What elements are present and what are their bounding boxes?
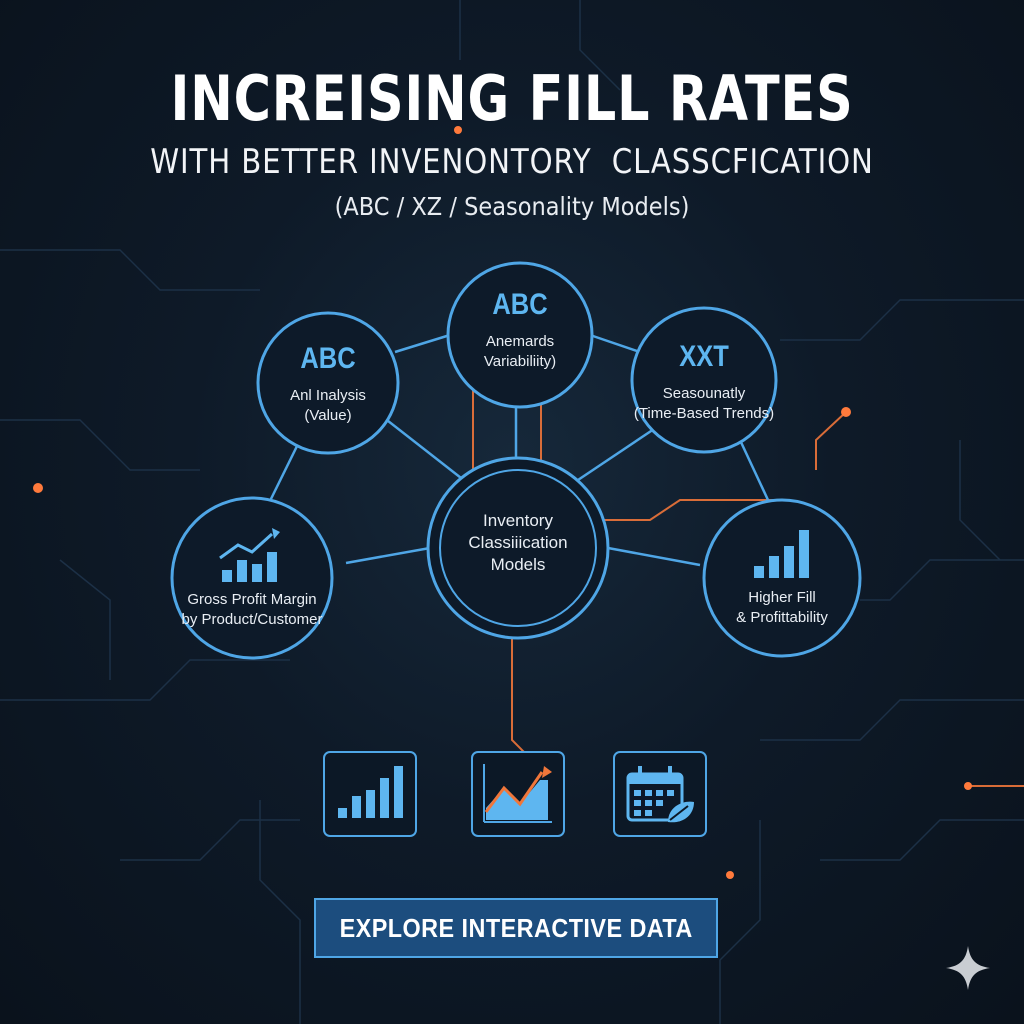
sparkle-icon bbox=[946, 946, 990, 990]
node-abc-top-line2: Variabiliity) bbox=[483, 353, 557, 370]
node-xxt-right-line1: Seasounatly bbox=[662, 385, 746, 402]
node-center-line1: Inventory bbox=[483, 511, 553, 530]
explore-button-label: EXPLORE INTERACTIVE DATA bbox=[339, 913, 693, 943]
calendar-leaf-icon bbox=[613, 751, 707, 837]
node-higher-fill-line2: & Profittability bbox=[736, 609, 828, 626]
node-xxt-right[interactable] bbox=[630, 306, 778, 454]
node-higher-fill-line1: Higher Fill bbox=[748, 589, 816, 606]
node-gross-profit-line2: by Product/Customer bbox=[181, 611, 323, 628]
node-center-line3: Models bbox=[490, 555, 546, 574]
node-center-inner-ring bbox=[439, 469, 597, 627]
bar-chart-icon bbox=[323, 751, 417, 837]
node-abc-left[interactable] bbox=[256, 311, 400, 455]
bar-chart-icon bbox=[754, 530, 809, 578]
page-subnote: (ABC / XZ / Seasonality Models) bbox=[334, 192, 690, 221]
node-abc-left-line2: (Value) bbox=[304, 407, 352, 424]
node-abc-top-text: ABC Anemards Variabiliity) bbox=[450, 288, 590, 372]
node-gross-profit-text: Gross Profit Margin by Product/Customer bbox=[176, 590, 328, 630]
node-center-line2: Classiiication bbox=[468, 533, 568, 552]
explore-interactive-data-button[interactable]: EXPLORE INTERACTIVE DATA bbox=[314, 898, 718, 958]
node-abc-left-line1: Anl Inalysis bbox=[290, 387, 366, 404]
node-higher-fill[interactable] bbox=[702, 498, 862, 658]
node-center-text: Inventory Classiiication Models bbox=[448, 510, 588, 576]
node-abc-left-text: ABC Anl Inalysis (Value) bbox=[258, 342, 398, 426]
page-subtitle: WITH BETTER INVENONTORY CLASSCFICATION bbox=[150, 142, 874, 182]
node-abc-top-line1: Anemards bbox=[485, 333, 555, 350]
node-xxt-right-line2: (Time-Based Trends) bbox=[633, 405, 775, 422]
node-xxt-right-text: XXT Seasounatly (Time-Based Trends) bbox=[630, 340, 778, 424]
node-abc-top-head: ABC bbox=[492, 288, 548, 321]
bar-chart-trend-icon bbox=[219, 528, 280, 582]
node-center-outer[interactable] bbox=[426, 456, 610, 640]
node-higher-fill-text: Higher Fill & Profittability bbox=[714, 588, 850, 628]
node-abc-left-head: ABC bbox=[300, 342, 356, 375]
node-connectors bbox=[266, 333, 770, 567]
line-chart-icon bbox=[471, 751, 565, 837]
node-xxt-right-head: XXT bbox=[679, 340, 729, 373]
node-gross-profit-line1: Gross Profit Margin bbox=[187, 591, 317, 608]
page-title: INCREISING FILL RATES bbox=[170, 62, 854, 135]
node-abc-top[interactable] bbox=[446, 261, 594, 409]
